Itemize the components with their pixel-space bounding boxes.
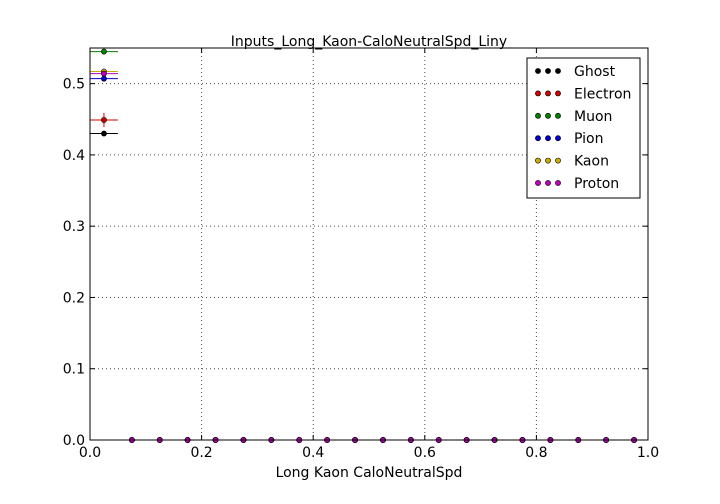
- legend-item-proton: Proton: [535, 176, 619, 192]
- data-point: [101, 75, 107, 82]
- legend-marker: [555, 112, 561, 119]
- legend-label: Electron: [574, 86, 631, 102]
- legend-label: Pion: [574, 131, 603, 147]
- legend-box: [526, 57, 641, 199]
- legend-marker: [545, 135, 551, 142]
- y-tick-label: 0.5: [63, 77, 85, 93]
- data-point: [101, 48, 107, 55]
- y-tick-label: 0.2: [63, 290, 85, 306]
- x-tick-label: 0.8: [525, 445, 547, 461]
- legend-marker: [535, 68, 541, 74]
- legend-item-electron: Electron: [535, 86, 631, 102]
- y-tick-label: 0.1: [63, 362, 85, 378]
- legend-marker: [555, 135, 561, 142]
- data-point: [101, 70, 107, 77]
- legend-marker: [545, 157, 551, 164]
- legend-marker: [555, 90, 561, 97]
- y-tick-label: 0.3: [63, 219, 85, 235]
- legend-marker: [555, 180, 561, 186]
- legend-item-kaon: Kaon: [535, 154, 609, 170]
- legend-marker: [535, 112, 541, 119]
- legend-marker: [555, 157, 561, 164]
- legend-marker: [545, 112, 551, 119]
- x-axis-label: Long Kaon CaloNeutralSpd: [276, 465, 463, 481]
- legend-item-muon: Muon: [535, 109, 612, 125]
- axes-frame: [89, 47, 649, 441]
- legend-item-ghost: Ghost: [535, 64, 616, 80]
- legend-marker: [535, 180, 541, 186]
- legend-marker: [555, 68, 561, 74]
- x-tick-label: 1.0: [637, 445, 659, 461]
- chart-title: Inputs_Long_Kaon-CaloNeutralSpd_Liny: [231, 34, 507, 50]
- legend-marker: [545, 90, 551, 97]
- legend-label: Proton: [574, 176, 619, 192]
- legend-marker: [545, 68, 551, 74]
- legend: Ghost Electron Muon Pion Kaon Proton: [526, 57, 641, 199]
- x-tick-label: 0.4: [302, 445, 324, 461]
- x-tick-label: 0.6: [414, 445, 436, 461]
- legend-marker: [535, 157, 541, 164]
- legend-label: Muon: [574, 109, 612, 125]
- y-tick-label: 0.4: [63, 148, 85, 164]
- legend-label: Ghost: [574, 64, 616, 80]
- x-tick-label: 0.2: [190, 445, 212, 461]
- axis-ticks: 0.0 0.2 0.4 0.6 0.8 1.0 0.0 0.1 0.2 0.3 0.4 0.5: [63, 48, 659, 461]
- y-tick-label: 0.0: [63, 433, 85, 449]
- legend-label: Kaon: [574, 154, 609, 170]
- legend-marker: [535, 135, 541, 142]
- legend-marker: [535, 90, 541, 97]
- data-point: [101, 117, 107, 123]
- data-point: [101, 130, 107, 137]
- legend-marker: [545, 180, 551, 186]
- legend-item-pion: Pion: [535, 131, 603, 147]
- x-tick-label: 0.0: [79, 445, 101, 461]
